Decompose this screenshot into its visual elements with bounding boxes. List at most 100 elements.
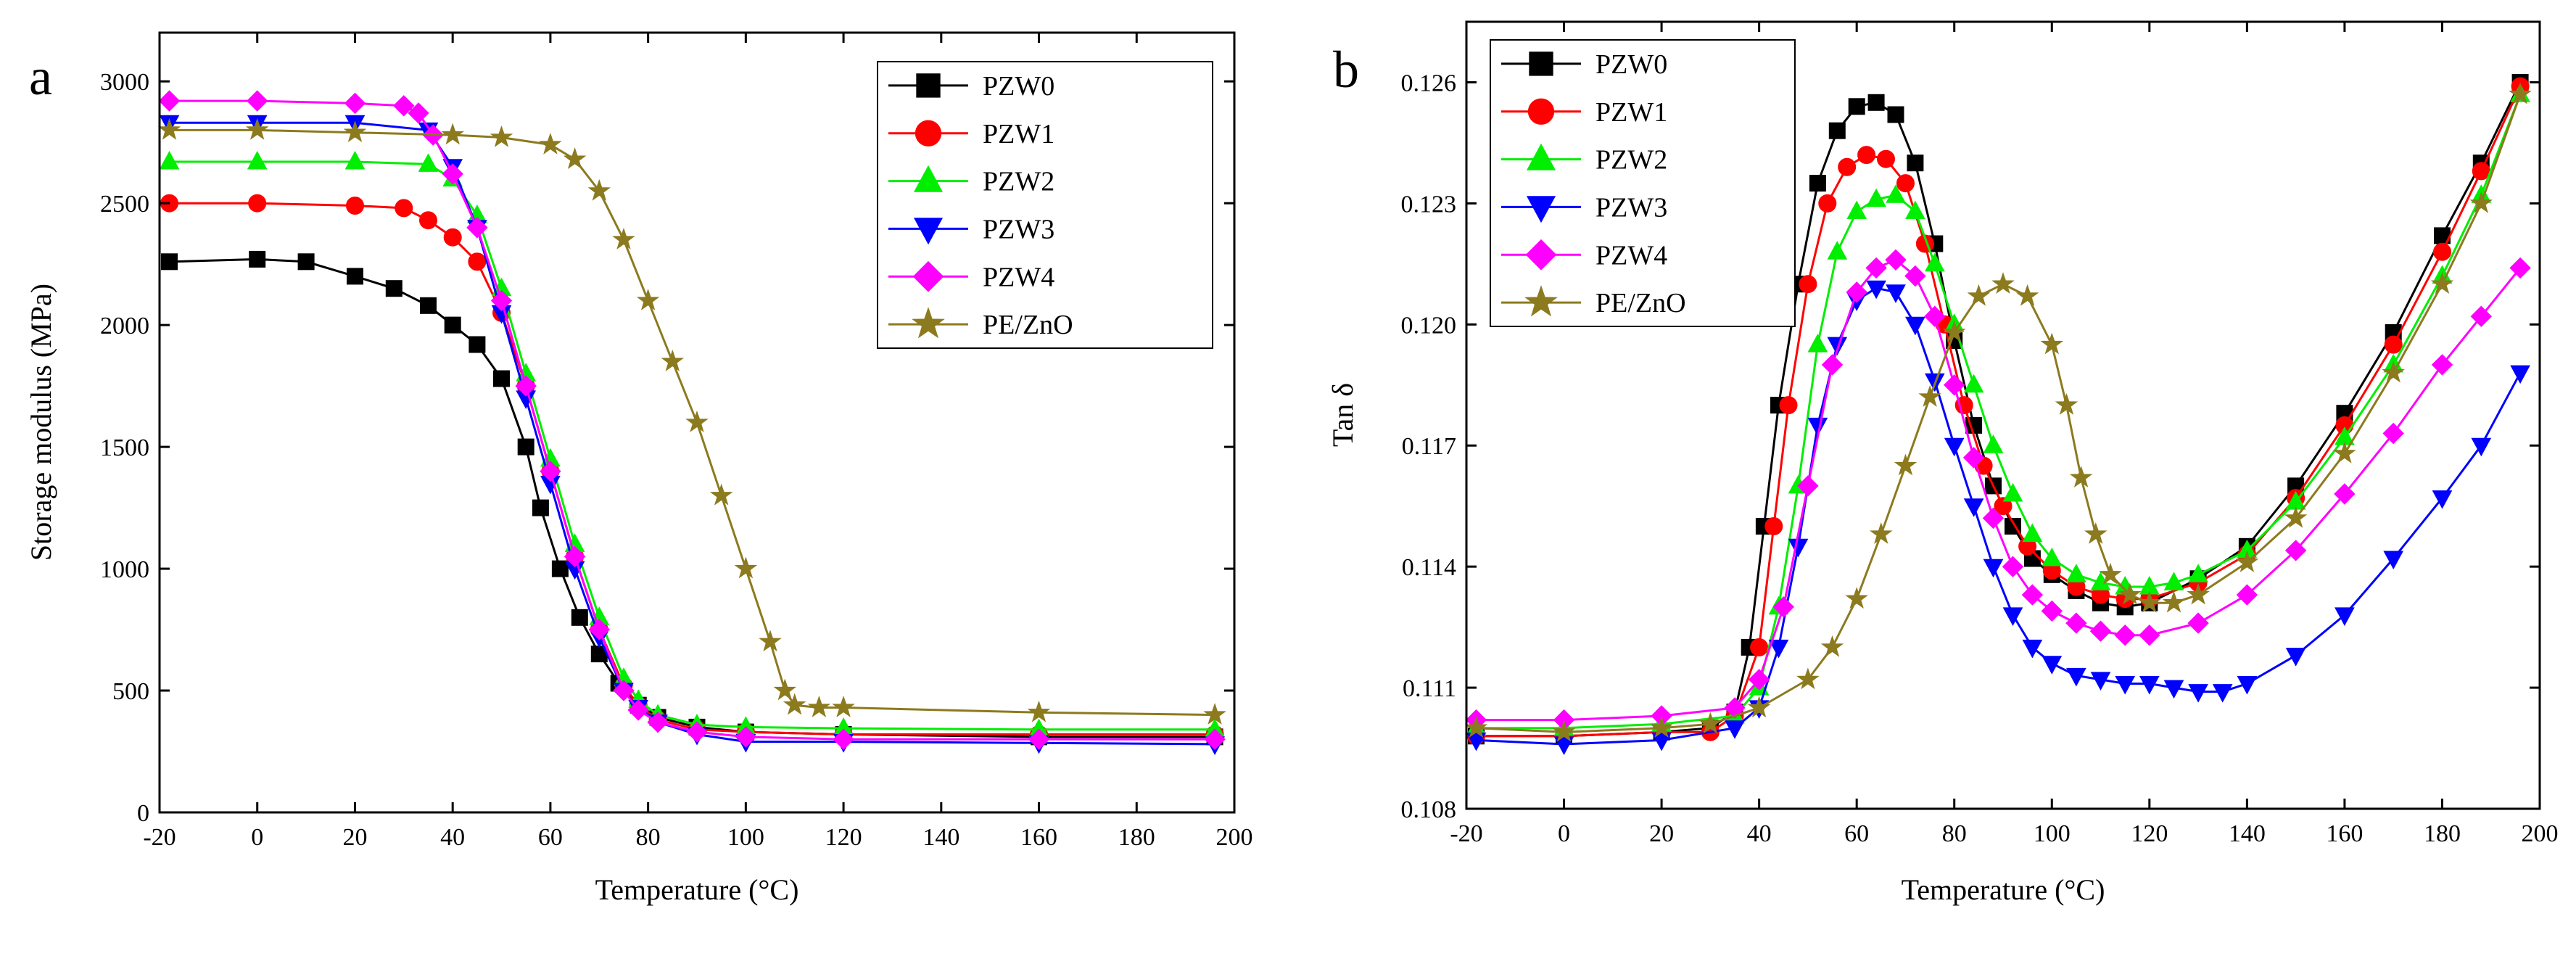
legend-item-pzw0: PZW0	[1501, 49, 1667, 80]
x-tick-label: -20	[143, 824, 176, 851]
y-tick-label: 0.123	[1401, 191, 1457, 218]
point-pzw2	[345, 151, 365, 170]
legend-item-pzw4: PZW4	[1501, 239, 1667, 271]
point-pzw0	[1867, 94, 1885, 111]
y-tick-label: 1000	[100, 556, 149, 583]
panel-b-frame	[1465, 20, 2541, 810]
point-pzw3	[2510, 365, 2530, 384]
y-tick-label: 0.108	[1401, 796, 1457, 823]
x-tick-label: 160	[1020, 824, 1057, 851]
point-pzw1	[2384, 335, 2403, 354]
x-tick-label: 0	[251, 824, 263, 851]
point-pzw1	[1764, 517, 1783, 535]
point-pe-zno	[1028, 701, 1050, 722]
point-pzw3	[1944, 437, 1965, 456]
legend-item-pzw1: PZW1	[1501, 97, 1667, 128]
legend-item-pzw3: PZW3	[1501, 192, 1667, 223]
legend-label: PZW1	[1595, 97, 1667, 128]
point-pzw3	[1886, 284, 1906, 303]
point-pzw3	[1788, 538, 1808, 557]
legend-item-pzw0: PZW0	[888, 71, 1054, 102]
point-pzw4	[2090, 620, 2111, 642]
legend-marker	[1527, 98, 1555, 125]
legend-label: PE/ZnO	[983, 310, 1073, 340]
series-pzw3	[1466, 280, 2530, 755]
panel-a-letter: a	[29, 48, 52, 106]
point-pzw0	[249, 250, 266, 268]
y-tick-label: 2500	[100, 191, 149, 218]
series-pzw0	[1468, 74, 2529, 745]
point-pzw4	[2187, 612, 2209, 634]
point-pzw0	[297, 253, 315, 271]
point-pzw0	[1907, 154, 1924, 172]
point-pzw2	[1964, 374, 1984, 393]
y-tick-label: 0.120	[1401, 312, 1457, 339]
point-pzw1	[1779, 396, 1798, 415]
panel-a-frame	[158, 31, 1236, 814]
point-pe-zno	[759, 630, 781, 651]
point-pzw3	[2188, 684, 2208, 703]
y-tick-label: 0.126	[1401, 70, 1457, 96]
point-pzw1	[419, 211, 437, 230]
point-pe-zno	[490, 126, 513, 147]
point-pe-zno	[1968, 284, 1990, 305]
legend-item-pe-zno: PE/ZnO	[888, 308, 1073, 340]
point-pe-zno	[564, 148, 586, 169]
legend-label: PZW2	[983, 167, 1054, 197]
x-tick-label: 80	[1942, 820, 1967, 847]
series-pe-zno	[158, 118, 1226, 725]
point-pzw2	[1983, 434, 2003, 453]
point-pzw4	[247, 90, 268, 112]
legend-item-pzw2: PZW2	[888, 165, 1054, 197]
legend-item-pzw1: PZW1	[888, 119, 1054, 149]
point-pzw2	[160, 151, 179, 170]
point-pe-zno	[710, 484, 732, 505]
point-pzw2	[2022, 524, 2042, 543]
point-pzw3	[2115, 676, 2135, 694]
point-pe-zno	[442, 123, 463, 144]
legend-item-pzw2: PZW2	[1501, 144, 1667, 176]
x-tick-label: 60	[1844, 820, 1869, 847]
x-tick-label: 100	[2034, 820, 2071, 847]
x-tick-label: 200	[2522, 820, 2559, 847]
panel-a-y-title: Storage modulus (MPa)	[25, 284, 57, 561]
y-tick-label: 0.114	[1402, 554, 1456, 581]
point-pzw1	[395, 199, 413, 218]
point-pe-zno	[637, 289, 659, 310]
panel-a: a -20 0 20 40 60 80 100 120 140 160 180 200 0500100…	[25, 31, 1253, 906]
point-pzw2	[2003, 483, 2023, 502]
point-pe-zno	[686, 411, 708, 432]
legend-marker	[915, 120, 942, 147]
point-pzw1	[2433, 242, 2451, 261]
legend-label: PZW3	[983, 214, 1054, 244]
x-tick-label: 180	[1118, 824, 1155, 851]
point-pzw4	[344, 92, 366, 114]
point-pzw1	[1818, 194, 1837, 213]
x-tick-label: 180	[2424, 820, 2461, 847]
point-pzw0	[532, 499, 549, 516]
point-pzw0	[571, 609, 588, 626]
point-pzw0	[161, 253, 178, 271]
point-pzw1	[1750, 638, 1769, 656]
point-pzw2	[2066, 564, 2086, 582]
point-pzw0	[1848, 98, 1865, 115]
point-pe-zno	[735, 557, 757, 578]
point-pe-zno	[783, 693, 806, 714]
point-pe-zno	[2070, 466, 2092, 487]
panel-a-y-axis: 0 500 1000 1500 2000 2500 3000	[100, 69, 1234, 827]
legend-item-pzw4: PZW4	[888, 261, 1054, 292]
legend-item-pzw3: PZW3	[888, 214, 1054, 244]
legend-item-pe-zno: PE/ZnO	[1501, 286, 1686, 318]
x-tick-label: 120	[825, 824, 862, 851]
y-tick-label: 0.117	[1402, 433, 1456, 460]
x-tick-label: 140	[2229, 820, 2266, 847]
point-pzw1	[1838, 157, 1857, 176]
x-tick-label: 20	[342, 824, 367, 851]
point-pe-zno	[833, 696, 854, 717]
series-pzw4	[159, 90, 1226, 750]
point-pzw3	[1983, 559, 2003, 577]
legend-label: PZW1	[983, 119, 1054, 149]
point-pe-zno	[2382, 361, 2404, 382]
x-tick-label: 60	[538, 824, 563, 851]
